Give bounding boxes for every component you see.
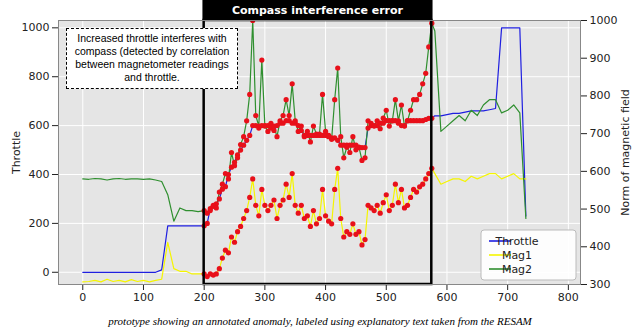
html-text:Increased throttle interferes: Increased throttle interferes with compa… bbox=[74, 32, 230, 84]
svg-text:Mag2: Mag2 bbox=[502, 263, 532, 276]
svg-text:600: 600 bbox=[29, 119, 50, 132]
html-text:prototype showing an annotated: prototype showing an annotated anomaly, … bbox=[108, 315, 532, 327]
svg-text:1000: 1000 bbox=[590, 14, 618, 27]
svg-text:1000: 1000 bbox=[22, 21, 50, 34]
svg-text:500: 500 bbox=[590, 203, 611, 216]
svg-text:Throttle: Throttle bbox=[10, 131, 23, 175]
svg-text:800: 800 bbox=[590, 89, 611, 102]
svg-text:700: 700 bbox=[590, 127, 611, 140]
svg-text:800: 800 bbox=[29, 70, 50, 83]
svg-text:500: 500 bbox=[376, 291, 397, 304]
svg-text:Mag1: Mag1 bbox=[502, 249, 532, 262]
svg-text:400: 400 bbox=[590, 240, 611, 253]
svg-text:300: 300 bbox=[590, 278, 611, 291]
svg-text:300: 300 bbox=[254, 291, 275, 304]
svg-text:0: 0 bbox=[43, 266, 50, 279]
svg-text:Compass interference error: Compass interference error bbox=[232, 4, 404, 17]
svg-text:400: 400 bbox=[315, 291, 336, 304]
svg-text:800: 800 bbox=[558, 291, 579, 304]
svg-text:Throttle: Throttle bbox=[494, 235, 538, 248]
svg-text:0: 0 bbox=[79, 291, 86, 304]
svg-text:600: 600 bbox=[590, 165, 611, 178]
svg-text:700: 700 bbox=[497, 291, 518, 304]
svg-text:400: 400 bbox=[29, 168, 50, 181]
svg-text:200: 200 bbox=[194, 291, 215, 304]
svg-text:100: 100 bbox=[133, 291, 154, 304]
svg-text:Norm of magnetic field: Norm of magnetic field bbox=[619, 89, 632, 215]
svg-text:200: 200 bbox=[29, 217, 50, 230]
svg-text:900: 900 bbox=[590, 52, 611, 65]
svg-text:600: 600 bbox=[436, 291, 457, 304]
